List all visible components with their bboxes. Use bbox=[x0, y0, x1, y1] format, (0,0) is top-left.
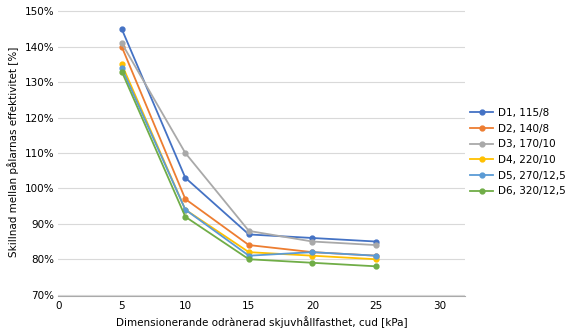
D4, 220/10 bbox=[309, 254, 316, 258]
D6, 320/12,5 bbox=[372, 264, 379, 268]
D6, 320/12,5 bbox=[182, 215, 189, 219]
D5, 270/12,5 bbox=[372, 254, 379, 258]
D4, 220/10 bbox=[372, 257, 379, 261]
Line: D5, 270/12,5: D5, 270/12,5 bbox=[119, 66, 378, 258]
X-axis label: Dimensionerande odrànerad skjuvhållfasthet, cud [kPa]: Dimensionerande odrànerad skjuvhållfasth… bbox=[116, 316, 407, 328]
D4, 220/10 bbox=[182, 208, 189, 212]
Line: D4, 220/10: D4, 220/10 bbox=[119, 62, 378, 262]
D4, 220/10 bbox=[245, 250, 252, 254]
Line: D2, 140/8: D2, 140/8 bbox=[119, 44, 378, 258]
Legend: D1, 115/8, D2, 140/8, D3, 170/10, D4, 220/10, D5, 270/12,5, D6, 320/12,5: D1, 115/8, D2, 140/8, D3, 170/10, D4, 22… bbox=[470, 108, 566, 196]
D4, 220/10 bbox=[118, 62, 125, 66]
D6, 320/12,5 bbox=[309, 261, 316, 265]
D5, 270/12,5 bbox=[245, 254, 252, 258]
D1, 115/8 bbox=[245, 232, 252, 237]
D6, 320/12,5 bbox=[245, 257, 252, 261]
D5, 270/12,5 bbox=[118, 66, 125, 70]
D3, 170/10 bbox=[309, 240, 316, 244]
Line: D1, 115/8: D1, 115/8 bbox=[119, 26, 378, 244]
D3, 170/10 bbox=[372, 243, 379, 247]
D1, 115/8 bbox=[118, 27, 125, 31]
D5, 270/12,5 bbox=[182, 208, 189, 212]
D1, 115/8 bbox=[372, 240, 379, 244]
D6, 320/12,5 bbox=[118, 70, 125, 74]
D3, 170/10 bbox=[245, 229, 252, 233]
D3, 170/10 bbox=[118, 41, 125, 45]
Line: D3, 170/10: D3, 170/10 bbox=[119, 41, 378, 248]
D2, 140/8 bbox=[372, 254, 379, 258]
D2, 140/8 bbox=[245, 243, 252, 247]
D1, 115/8 bbox=[309, 236, 316, 240]
D2, 140/8 bbox=[118, 45, 125, 49]
D3, 170/10 bbox=[182, 151, 189, 155]
D2, 140/8 bbox=[309, 250, 316, 254]
Line: D6, 320/12,5: D6, 320/12,5 bbox=[119, 69, 378, 269]
D1, 115/8 bbox=[182, 176, 189, 180]
D5, 270/12,5 bbox=[309, 250, 316, 254]
D2, 140/8 bbox=[182, 197, 189, 201]
Y-axis label: Skillnad mellan pålarnas effektivitet [%]: Skillnad mellan pålarnas effektivitet [%… bbox=[7, 47, 19, 257]
